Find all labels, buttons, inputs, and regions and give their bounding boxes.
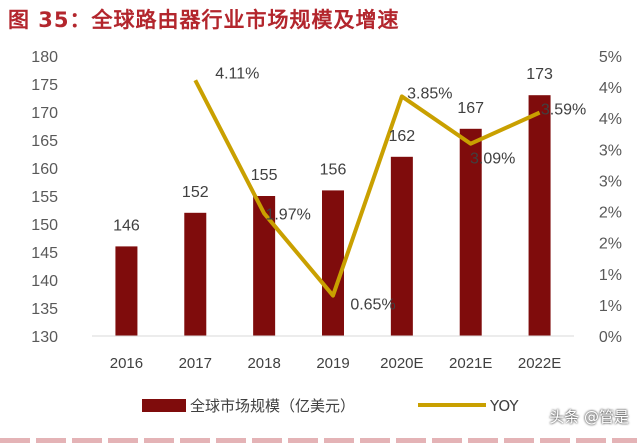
line-data-label: 3.59% <box>541 102 586 119</box>
right-tick-label: 3% <box>599 173 622 190</box>
right-tick-label: 1% <box>599 267 622 284</box>
x-tick-label: 2016 <box>110 355 143 372</box>
bar-data-label: 162 <box>389 128 416 145</box>
left-tick-label: 155 <box>31 189 58 206</box>
right-tick-label: 0% <box>599 329 622 346</box>
bar-data-label: 173 <box>526 66 553 83</box>
legend-bar-swatch <box>142 399 186 412</box>
right-tick-label: 4% <box>599 111 622 128</box>
x-tick-label: 2021E <box>449 355 492 372</box>
left-tick-label: 175 <box>31 77 58 94</box>
legend-line-label: YOY <box>489 397 519 415</box>
x-tick-label: 2022E <box>518 355 561 372</box>
x-tick-label: 2019 <box>316 355 349 372</box>
line-data-label: 3.09% <box>470 151 515 168</box>
line-data-label: 3.85% <box>407 85 452 102</box>
right-tick-label: 2% <box>599 205 622 222</box>
left-tick-label: 130 <box>31 329 58 346</box>
right-tick-label: 5% <box>599 49 622 66</box>
figure-title: 图 35：全球路由器行业市场规模及增速 <box>8 8 400 32</box>
yoy-line <box>193 79 541 298</box>
left-tick-label: 170 <box>31 105 58 122</box>
right-tick-label: 1% <box>599 298 622 315</box>
x-tick-label: 2018 <box>247 355 280 372</box>
left-tick-label: 140 <box>31 273 58 290</box>
left-tick-label: 165 <box>31 133 58 150</box>
bar-data-label: 167 <box>457 100 484 117</box>
line-data-label: 4.11% <box>215 65 259 82</box>
legend: 全球市场规模（亿美元） YOY <box>142 397 519 415</box>
x-tick-label: 2020E <box>380 355 423 372</box>
right-tick-label: 2% <box>599 236 622 253</box>
bar-data-label: 156 <box>320 161 347 178</box>
bar <box>528 95 551 336</box>
bar-data-label: 155 <box>251 167 278 184</box>
bar <box>184 212 207 336</box>
bar <box>322 190 344 336</box>
bar-data-label: 152 <box>182 184 209 201</box>
line-data-label: 1.97% <box>265 206 310 223</box>
bar <box>459 128 482 336</box>
left-tick-label: 135 <box>31 301 58 318</box>
bottom-rule <box>0 438 637 443</box>
bar <box>390 156 413 336</box>
left-axis-ticks: 130 135 140 145 150 155 160 165 170 175 180 <box>31 49 58 346</box>
x-tick-label: 2017 <box>179 355 212 372</box>
left-tick-label: 180 <box>31 49 58 66</box>
line-data-labels: 4.11% 1.97% 0.65% 3.85% 3.09% 3.59% <box>215 65 586 313</box>
left-tick-label: 145 <box>31 245 58 262</box>
left-tick-label: 150 <box>31 217 58 234</box>
line-data-label: 0.65% <box>350 297 395 314</box>
right-tick-label: 3% <box>599 142 622 159</box>
bar-data-labels: 146 152 155 156 162 167 173 <box>113 66 553 234</box>
bar <box>115 246 138 336</box>
x-axis-ticks: 2016 2017 2018 2019 2020E 2021E 2022E <box>110 355 562 372</box>
bar-series <box>115 95 551 336</box>
right-axis-ticks: 0% 1% 1% 2% 2% 3% 3% 4% 4% 5% <box>599 49 622 346</box>
bar <box>253 196 276 336</box>
watermark: 头条 @管是 <box>549 408 629 426</box>
left-tick-label: 160 <box>31 161 58 178</box>
legend-bar-label: 全球市场规模（亿美元） <box>190 397 355 415</box>
bar-data-label: 146 <box>113 217 140 234</box>
right-tick-label: 4% <box>599 80 622 97</box>
